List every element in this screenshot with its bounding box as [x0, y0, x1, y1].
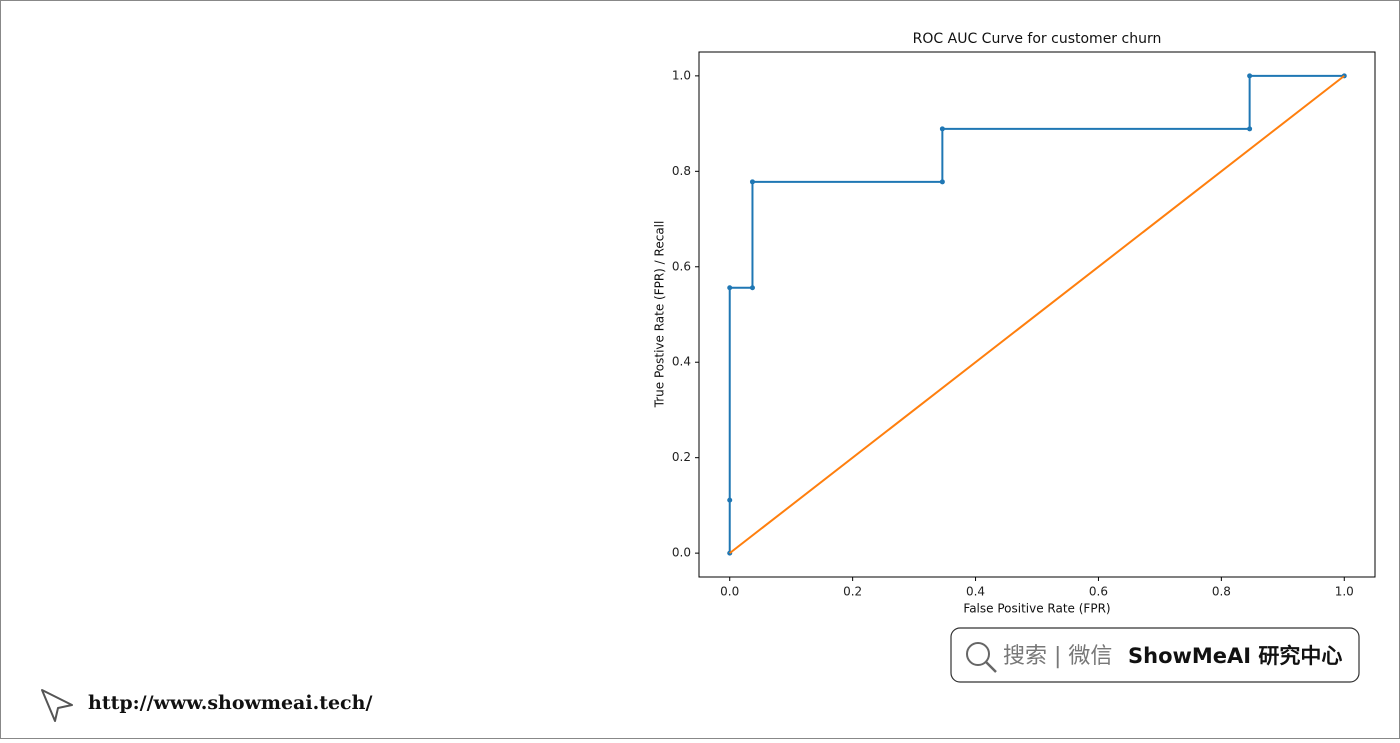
brand-label: ShowMeAI 研究中心	[1128, 644, 1342, 668]
y-tick-label: 0.0	[672, 546, 691, 560]
search-badge	[950, 627, 1360, 683]
search-icon-handle	[985, 661, 997, 673]
x-tick-label: 0.2	[843, 585, 862, 599]
y-tick-label: 0.8	[672, 164, 691, 178]
chart-title: ROC AUC Curve for customer churn	[913, 31, 1162, 47]
x-tick-label: 0.8	[1212, 585, 1231, 599]
series-line	[729, 75, 1345, 554]
point	[749, 179, 755, 185]
x-tick-label: 0.0	[720, 585, 739, 599]
point	[1247, 73, 1253, 79]
x-tick-label: 0.6	[1089, 585, 1108, 599]
y-tick-label: 0.2	[672, 450, 691, 464]
footer-url: http://www.showmeai.tech/	[88, 692, 372, 714]
point	[939, 179, 945, 185]
point	[727, 497, 733, 503]
point	[749, 285, 755, 291]
series-line	[728, 74, 1345, 554]
x-axis-label: False Positive Rate (FPR)	[963, 602, 1110, 616]
point	[1247, 126, 1253, 132]
y-tick-label: 0.4	[672, 355, 691, 369]
y-tick-label: 0.6	[672, 259, 691, 273]
search-icon	[966, 642, 990, 666]
axes-frame	[698, 51, 1376, 578]
x-tick-label: 0.4	[966, 585, 985, 599]
plot: 0.0 0.2 0.4 0.6 0.8 1.0 0.0 0.2 0.4 0.6 0.8 1.0	[672, 68, 1354, 598]
point	[727, 285, 733, 291]
y-tick-label: 1.0	[672, 68, 691, 82]
cursor-icon	[41, 689, 73, 722]
point	[939, 126, 945, 132]
search-label: 搜索 | 微信	[1003, 644, 1112, 669]
x-tick-label: 1.0	[1335, 585, 1354, 599]
y-axis-label: True Postive Rate (FPR) / Recall	[653, 221, 667, 409]
